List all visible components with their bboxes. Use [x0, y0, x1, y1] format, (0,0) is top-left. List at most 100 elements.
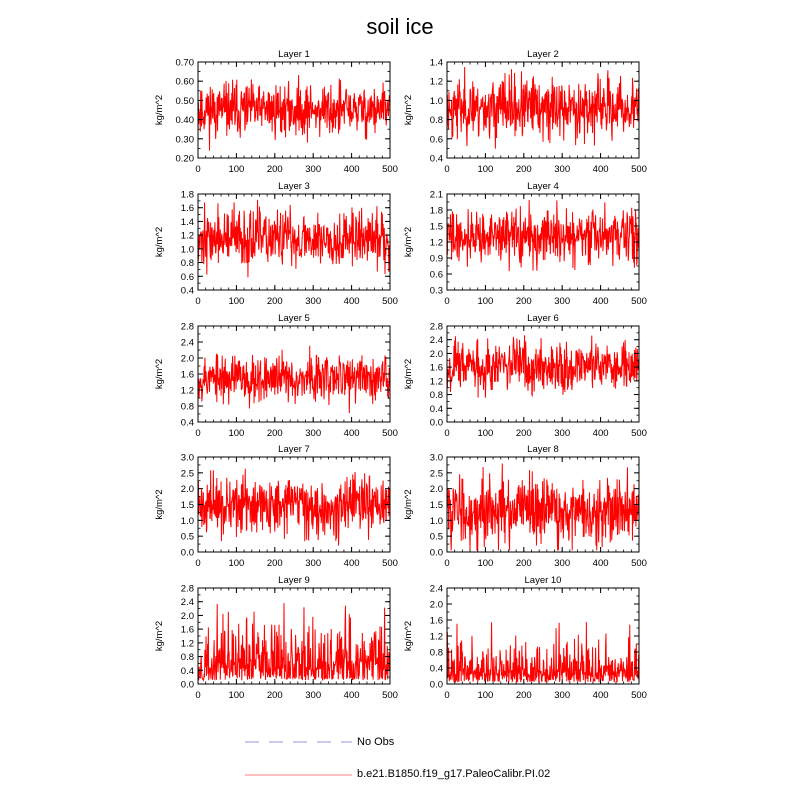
y-tick-label: 1.2 [430, 238, 443, 249]
y-tick-label: 0.4 [430, 154, 443, 165]
y-tick-label: 2.5 [430, 468, 443, 479]
y-tick-label: 0.0 [181, 548, 194, 559]
y-tick-label: 1.6 [430, 363, 443, 374]
x-tick-label: 500 [382, 428, 398, 439]
x-tick-label: 500 [382, 690, 398, 701]
y-tick-label: 1.8 [181, 190, 194, 201]
y-tick-label: 0.4 [430, 664, 443, 675]
y-tick-label: 1.6 [181, 625, 194, 636]
y-axis-label: kg/m^2 [154, 95, 165, 125]
x-tick-label: 300 [554, 690, 570, 701]
x-tick-label: 500 [631, 690, 647, 701]
y-tick-label: 0.8 [181, 402, 194, 413]
y-tick-label: 2.4 [430, 335, 443, 346]
y-axis-label: kg/m^2 [403, 95, 414, 125]
y-tick-label: 1.2 [430, 77, 443, 88]
y-tick-label: 0.6 [430, 134, 443, 145]
x-tick-label: 400 [344, 296, 360, 307]
y-tick-label: 0.30 [176, 134, 195, 145]
x-tick-label: 400 [344, 558, 360, 569]
y-tick-label: 0.6 [181, 272, 194, 283]
y-tick-label: 1.6 [181, 370, 194, 381]
series-line [197, 75, 390, 151]
y-tick-label: 2.0 [181, 354, 194, 365]
series-line [446, 622, 640, 684]
y-tick-label: 2.8 [181, 322, 194, 333]
y-axis-label: kg/m^2 [403, 489, 414, 519]
x-tick-label: 500 [382, 164, 398, 175]
panel-title: Layer 3 [278, 181, 310, 192]
y-tick-label: 1.5 [430, 222, 443, 233]
panel-title: Layer 2 [527, 49, 559, 60]
x-tick-label: 0 [444, 428, 449, 439]
x-tick-label: 0 [444, 690, 449, 701]
y-tick-label: 0.0 [430, 680, 443, 691]
y-axis-label: kg/m^2 [154, 359, 165, 389]
y-tick-label: 1.8 [430, 206, 443, 217]
x-tick-label: 0 [444, 164, 449, 175]
y-tick-label: 1.2 [430, 376, 443, 387]
x-tick-label: 100 [477, 164, 493, 175]
y-tick-label: 0.5 [181, 532, 194, 543]
y-tick-label: 0.0 [430, 418, 443, 429]
y-tick-label: 0.40 [176, 115, 195, 126]
y-tick-label: 2.0 [430, 349, 443, 360]
y-tick-label: 2.4 [181, 338, 194, 349]
x-tick-label: 200 [516, 428, 532, 439]
series-line [197, 603, 391, 682]
series-line [446, 463, 640, 551]
panel-layer-1: Layer 1 kg/m^2 0 100 200 300 400 500 0.20 0.30 0.4… [154, 49, 398, 175]
x-tick-label: 0 [444, 558, 449, 569]
panel-layer-9: Layer 9 kg/m^2 0 100 200 300 400 500 0.0 0.4 0.8 1.… [154, 575, 398, 701]
x-tick-label: 100 [228, 296, 244, 307]
y-tick-label: 0.9 [430, 254, 443, 265]
x-tick-label: 200 [267, 690, 283, 701]
y-tick-label: 2.0 [181, 484, 194, 495]
panel-layer-6: Layer 6 kg/m^2 0 100 200 300 400 500 0.0 0.4 0.8 1.… [403, 313, 647, 439]
series-line [446, 66, 640, 149]
y-tick-label: 0.3 [430, 286, 443, 297]
x-tick-label: 400 [593, 164, 609, 175]
panel-title: Layer 9 [278, 575, 310, 586]
x-tick-label: 200 [516, 296, 532, 307]
x-tick-label: 200 [516, 558, 532, 569]
y-tick-label: 2.1 [430, 190, 443, 201]
y-tick-label: 0.50 [176, 96, 195, 107]
y-tick-label: 0.0 [181, 680, 194, 691]
series-line [446, 335, 640, 398]
y-tick-label: 0.70 [176, 58, 195, 69]
y-tick-label: 2.4 [430, 584, 443, 595]
y-tick-label: 1.6 [181, 203, 194, 214]
panel-title: Layer 4 [527, 181, 559, 192]
x-tick-label: 200 [516, 164, 532, 175]
x-tick-label: 400 [593, 428, 609, 439]
x-tick-label: 100 [477, 690, 493, 701]
legend-run-label: b.e21.B1850.f19_g17.PaleoCalibr.PI.02 [357, 768, 551, 780]
x-tick-label: 0 [195, 558, 200, 569]
x-tick-label: 0 [195, 296, 200, 307]
x-tick-label: 100 [477, 558, 493, 569]
panel-layer-10: Layer 10 kg/m^2 0 100 200 300 400 500 0.0 0.4 0.8 1… [403, 575, 647, 701]
y-axis-label: kg/m^2 [154, 227, 165, 257]
y-tick-label: 0.8 [430, 648, 443, 659]
x-tick-label: 200 [267, 296, 283, 307]
y-tick-label: 0.20 [176, 154, 195, 165]
panel-layer-2: Layer 2 kg/m^2 0 100 200 300 400 500 0.4 0.6 0.8 1.… [403, 49, 647, 175]
y-tick-label: 1.6 [430, 616, 443, 627]
x-tick-label: 100 [228, 428, 244, 439]
x-tick-label: 400 [593, 690, 609, 701]
y-tick-label: 0.4 [181, 286, 194, 297]
x-tick-label: 0 [444, 296, 449, 307]
x-tick-label: 500 [631, 296, 647, 307]
x-tick-label: 300 [554, 558, 570, 569]
x-tick-label: 200 [267, 164, 283, 175]
x-tick-label: 500 [631, 558, 647, 569]
x-tick-label: 300 [554, 164, 570, 175]
y-tick-label: 0.8 [181, 258, 194, 269]
x-tick-label: 300 [305, 296, 321, 307]
x-tick-label: 400 [593, 296, 609, 307]
x-tick-label: 100 [477, 296, 493, 307]
x-tick-label: 300 [305, 428, 321, 439]
y-tick-label: 3.0 [430, 453, 443, 464]
panel-layer-5: Layer 5 kg/m^2 0 100 200 300 400 500 0.4 0.8 1.2 1.… [154, 313, 398, 439]
